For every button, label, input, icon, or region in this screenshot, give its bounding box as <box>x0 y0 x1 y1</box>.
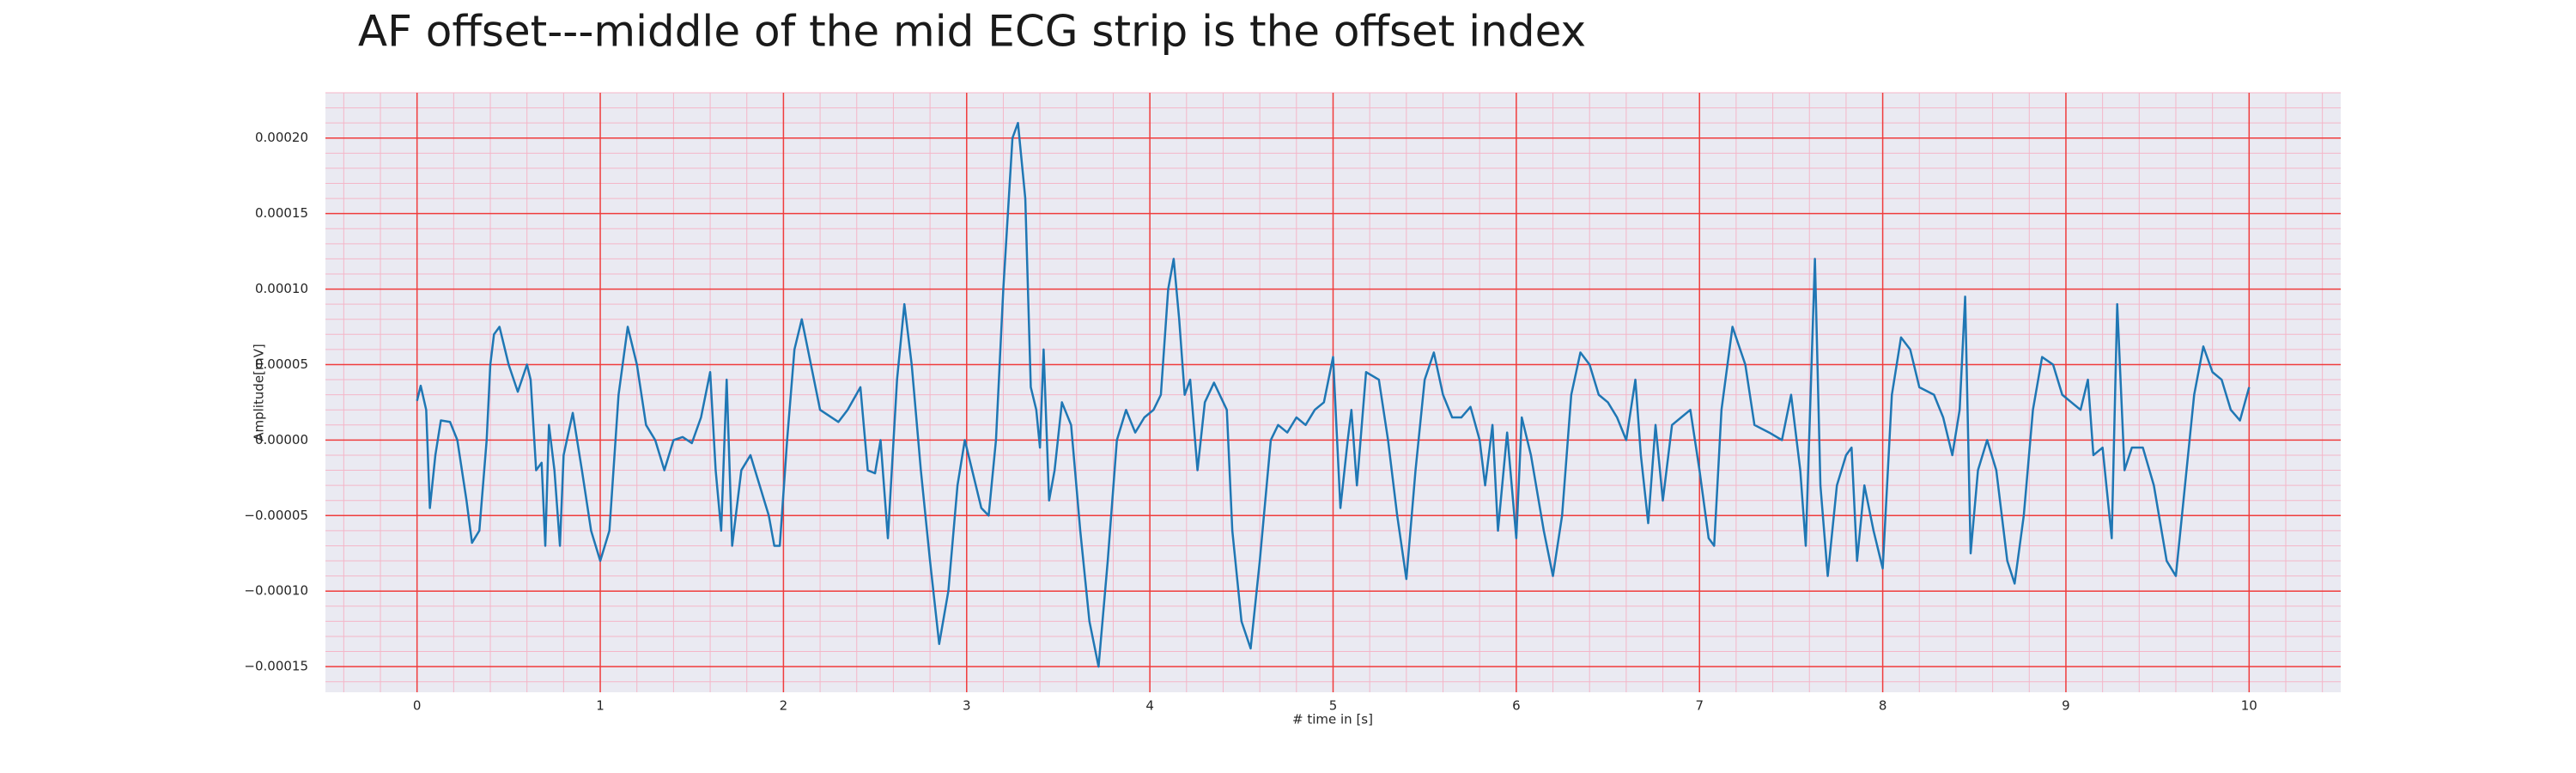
y-axis-label: Amplitude[mV] <box>252 344 267 441</box>
x-tick-label: 7 <box>1695 698 1704 714</box>
y-tick-label: 0.00005 <box>255 356 308 372</box>
y-tick-label: −0.00010 <box>244 583 308 599</box>
y-tick-label: −0.00015 <box>244 659 308 674</box>
y-tick-label: −0.00005 <box>244 508 308 523</box>
labels: 0 1 2 3 4 5 6 7 8 9 10 −0.00015 −0.00010 −0.00005 0.00… <box>244 130 2257 713</box>
x-tick-label: 5 <box>1329 698 1338 714</box>
ecg-line <box>416 121 2251 668</box>
x-axis-label: # time in [s] <box>1292 712 1373 727</box>
x-tick-label: 6 <box>1512 698 1521 714</box>
y-tick-label: 0.00000 <box>255 432 308 447</box>
y-tick-label: 0.00020 <box>255 130 308 145</box>
x-tick-label: 4 <box>1145 698 1154 714</box>
grid <box>325 92 2341 692</box>
marks <box>416 121 2251 668</box>
x-tick-label: 9 <box>2062 698 2070 714</box>
x-tick-label: 8 <box>1879 698 1887 714</box>
x-tick-label: 10 <box>2241 698 2257 714</box>
x-tick-label: 0 <box>413 698 422 714</box>
x-tick-label: 3 <box>963 698 971 714</box>
y-tick-label: 0.00015 <box>255 205 308 221</box>
x-tick-label: 1 <box>596 698 605 714</box>
y-tick-label: 0.00010 <box>255 281 308 296</box>
x-tick-label: 2 <box>780 698 788 714</box>
chart-title: AF offset---middle of the mid ECG strip … <box>358 7 1586 57</box>
